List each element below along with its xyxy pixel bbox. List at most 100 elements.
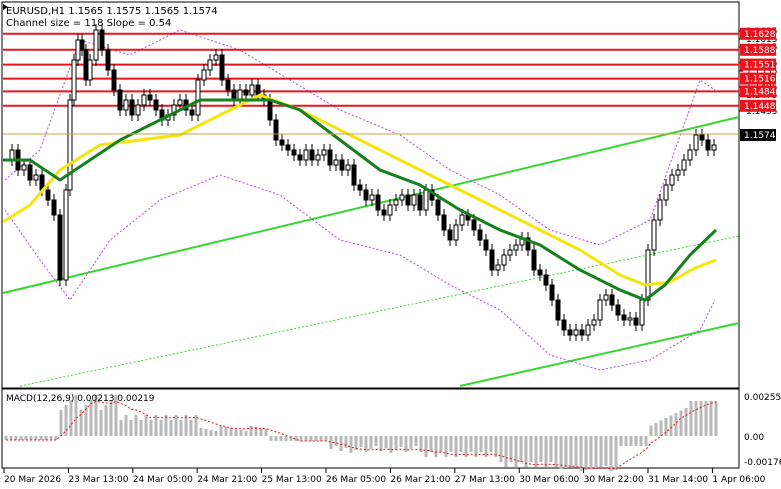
candle-body [309, 149, 315, 161]
macd-bar [434, 436, 438, 457]
level-label-box [740, 58, 776, 71]
macd-bar [569, 436, 573, 467]
macd-bar [689, 401, 693, 436]
candle-body [315, 154, 321, 161]
level-label-box [740, 72, 776, 85]
price-tick-label: 1.1615 [746, 35, 778, 45]
envelope-upper [4, 29, 716, 246]
candle-body [657, 199, 663, 221]
candle-body [297, 154, 303, 161]
macd-bar [374, 436, 378, 446]
macd-bar [474, 436, 478, 457]
level-label-box [740, 85, 776, 98]
macd-signal-line [6, 400, 717, 470]
candle-body [699, 134, 705, 141]
macd-bar [139, 420, 143, 436]
time-tick-label: 26 Mar 21:00 [390, 475, 450, 485]
candle-body [681, 159, 687, 171]
macd-bar [14, 436, 18, 440]
moving-averages [2, 93, 718, 302]
symbol-header: EURUSD,H1 1.1565 1.1575 1.1565 1.1574 [6, 6, 218, 17]
level-label: 1.1448 [744, 102, 776, 112]
macd-bar [379, 436, 383, 451]
time-tick-label: 24 Mar 21:00 [197, 475, 257, 485]
macd-bar [409, 436, 413, 449]
macd-bar [149, 420, 153, 436]
macd-bar [239, 430, 243, 436]
candle-body [33, 174, 39, 181]
macd-bar [44, 436, 48, 440]
macd-bar [144, 415, 148, 436]
macd-bar [649, 425, 653, 436]
macd-bar [159, 420, 163, 436]
macd-bar [284, 436, 288, 441]
candle-body [417, 194, 423, 211]
candle-body [711, 144, 717, 151]
macd-bar [179, 420, 183, 436]
candle-body [435, 199, 441, 216]
candle-body [447, 229, 453, 241]
macd-bar [229, 428, 233, 436]
candle-body [573, 329, 579, 336]
macd-bar [684, 408, 688, 436]
time-tick-label: 30 Mar 22:00 [584, 475, 644, 485]
macd-bar [19, 436, 23, 440]
macd-bar [224, 427, 228, 436]
macd-bar [529, 436, 533, 462]
macd-bar [479, 436, 483, 452]
candle-body [171, 104, 177, 116]
macd-bar [424, 436, 428, 457]
macd-bar [319, 436, 323, 441]
time-tick-label: 20 Mar 2026 [4, 475, 61, 485]
candle-body [621, 314, 627, 321]
level-label-box [740, 43, 776, 56]
macd-bar [389, 436, 393, 453]
time-tick-label: 31 Mar 14:00 [648, 475, 708, 485]
macd-bar [429, 436, 433, 452]
macd-bar [244, 431, 248, 436]
macd-bar [664, 418, 668, 436]
macd-bar [169, 420, 173, 436]
macd-bar [254, 427, 258, 436]
macd-bar [514, 436, 518, 467]
macd-bar [154, 415, 158, 436]
macd-bar [49, 436, 53, 440]
macd-bar [294, 436, 298, 441]
macd-bar [194, 415, 198, 436]
candle-body [489, 249, 495, 271]
candle-body [363, 189, 369, 201]
macd-bar [339, 436, 343, 451]
macd-bar [199, 428, 203, 436]
candle-body [615, 304, 621, 316]
macd-bar [134, 415, 138, 436]
candle-body [381, 209, 387, 216]
macd-bar [214, 431, 218, 436]
candle-body [423, 189, 429, 211]
macd-bar [524, 436, 528, 467]
macd-bar [579, 436, 583, 471]
macd-bar [299, 436, 303, 441]
candle-body [393, 199, 399, 206]
macd-bar [354, 436, 358, 450]
candle-body [327, 149, 333, 166]
candle-body [303, 149, 309, 161]
macd-bar [624, 436, 628, 446]
candle-body [411, 194, 417, 206]
level-lines [3, 32, 739, 107]
time-tick-label: 25 Mar 13:00 [262, 475, 322, 485]
macd-bar [699, 401, 703, 436]
macd-bar [499, 436, 503, 462]
macd-bar [59, 410, 63, 436]
candle-body [441, 214, 447, 231]
macd-bar [414, 436, 418, 446]
macd-bar [539, 436, 543, 462]
candle-body [255, 84, 261, 96]
candle-body [51, 199, 57, 216]
macd-bar [394, 436, 398, 450]
current-price-box [740, 129, 776, 141]
dropdown-triangle-icon[interactable] [3, 4, 8, 10]
ma-fast-line [3, 98, 718, 302]
macd-bar [694, 401, 698, 436]
candle-body [597, 299, 603, 321]
